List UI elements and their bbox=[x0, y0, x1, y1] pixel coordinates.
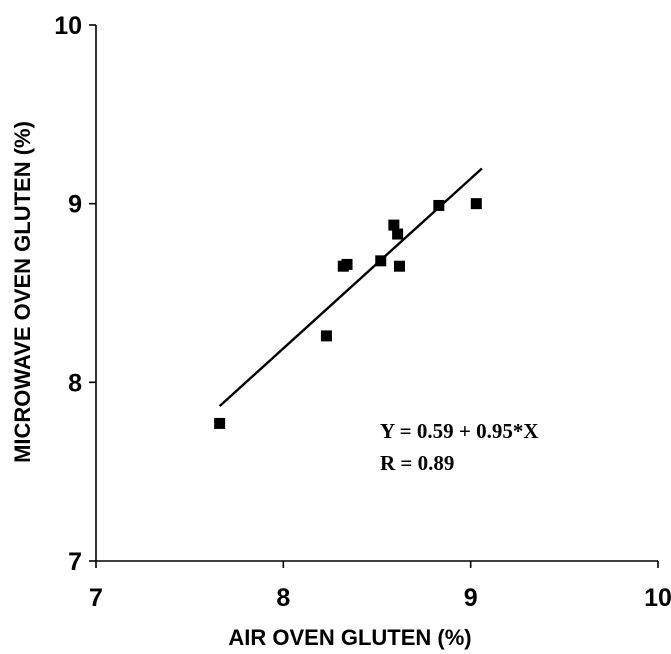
x-axis-ticks: 7 8 9 10 bbox=[89, 561, 671, 612]
x-tick-label: 9 bbox=[464, 584, 478, 612]
x-tick-label: 7 bbox=[89, 584, 103, 612]
x-axis-title: AIR OVEN GLUTEN (%) bbox=[228, 625, 471, 650]
y-axis-title: MICROWAVE OVEN GLUTEN (%) bbox=[10, 121, 35, 463]
y-tick-label: 9 bbox=[68, 191, 82, 219]
x-tick-label: 10 bbox=[644, 584, 671, 612]
data-point bbox=[214, 417, 226, 429]
data-point bbox=[388, 219, 400, 231]
plot-area: 7 8 9 10 7 8 9 10 bbox=[54, 12, 671, 612]
y-axis-ticks: 7 8 9 10 bbox=[54, 12, 96, 576]
data-point bbox=[393, 260, 405, 272]
data-point bbox=[433, 199, 445, 211]
data-point bbox=[392, 228, 404, 240]
x-tick-label: 8 bbox=[276, 584, 290, 612]
correlation-coefficient: R = 0.89 bbox=[380, 451, 454, 475]
data-point bbox=[470, 198, 482, 210]
data-point bbox=[341, 258, 353, 270]
data-point bbox=[320, 330, 332, 342]
regression-equation: Y = 0.59 + 0.95*X bbox=[380, 419, 538, 443]
y-tick-label: 10 bbox=[54, 12, 82, 40]
data-points bbox=[214, 198, 482, 429]
y-tick-label: 7 bbox=[68, 548, 82, 576]
data-point bbox=[375, 255, 387, 267]
y-tick-label: 8 bbox=[68, 369, 82, 397]
